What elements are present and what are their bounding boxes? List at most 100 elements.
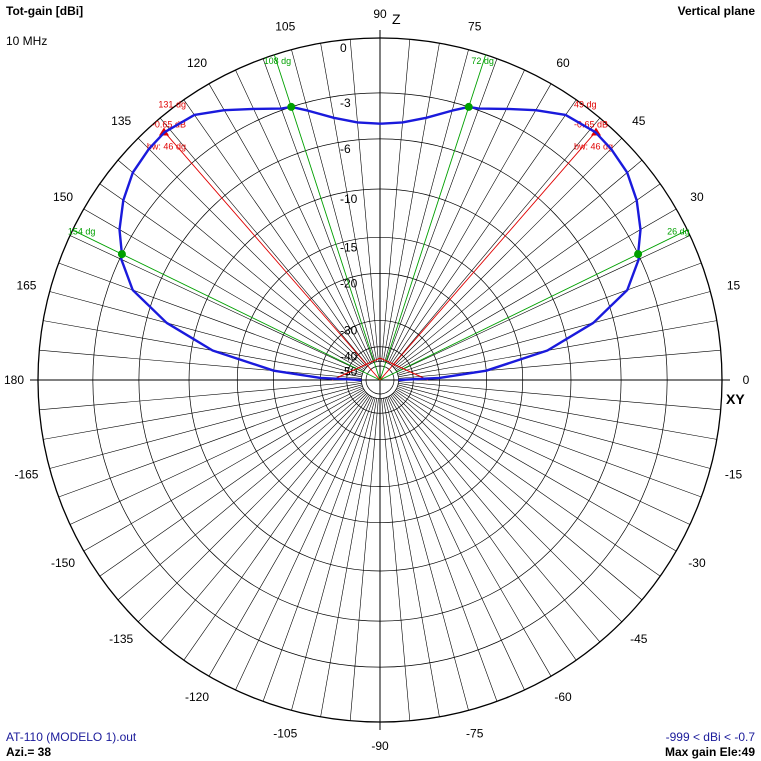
radial-spoke (137, 137, 368, 368)
half-power-label: 108 dg (264, 56, 292, 66)
azimuth-label: Azi.= 38 (6, 745, 52, 759)
radial-spoke (99, 390, 365, 577)
lobe-direction-label: 49 dg (574, 99, 597, 109)
angle-tick-label: 45 (632, 114, 646, 128)
lobe-gain-label: -0.65 dB (152, 119, 186, 129)
max-gain-label: Max gain Ele:49 (664, 745, 755, 759)
radial-spoke (208, 395, 371, 677)
radial-spoke (349, 398, 379, 721)
gain-ring-label: -15 (340, 240, 358, 254)
radial-spoke (262, 58, 374, 363)
radial-spoke (398, 320, 717, 378)
beam-triangle (331, 357, 429, 381)
gain-ring-label: -40 (340, 350, 358, 364)
angle-tick-label: 150 (53, 190, 73, 204)
radial-spoke (183, 395, 370, 661)
gain-range: -999 < dBi < -0.7 (665, 730, 755, 744)
z-axis-label: Z (392, 11, 401, 27)
radial-spoke (397, 262, 702, 374)
radial-spoke (386, 58, 498, 363)
angle-tick-label: 135 (111, 114, 131, 128)
radial-spoke (398, 382, 717, 440)
radial-spoke (262, 397, 374, 702)
radial-spoke (397, 291, 711, 376)
xy-axis-label: XY (726, 391, 745, 407)
radial-spoke (349, 39, 379, 362)
gain-ring-label: -30 (340, 323, 358, 337)
radial-spoke (69, 387, 364, 525)
radial-spoke (69, 235, 364, 373)
radial-spoke (137, 392, 368, 623)
half-power-point (634, 250, 643, 259)
radial-spoke (208, 83, 371, 365)
radial-spoke (183, 99, 370, 365)
frequency-label: 10 MHz (6, 34, 48, 48)
radial-spoke (159, 394, 369, 643)
radial-spoke (320, 398, 378, 717)
radial-spoke (39, 349, 362, 379)
half-power-point (287, 102, 296, 111)
file-name: AT-110 (MODELO 1).out (6, 730, 137, 744)
angle-tick-label: 90 (373, 7, 387, 21)
angle-tick-label: -165 (14, 468, 38, 482)
radial-spoke (117, 391, 366, 601)
radial-spoke (320, 43, 378, 362)
lobe-markers: 26 dg 72 dg 108 dg 154 dg 49 dg -0.65 dB bw: 4… (68, 54, 690, 381)
radial-spoke (117, 159, 366, 369)
angle-tick-label: 165 (16, 278, 36, 292)
radial-spoke (384, 397, 469, 711)
radial-spoke (395, 389, 677, 552)
pattern-points (117, 102, 643, 259)
radial-spoke (382, 398, 440, 717)
plane-label: Vertical plane (677, 4, 755, 18)
radial-spoke (398, 349, 721, 379)
radial-spoke (235, 396, 373, 691)
radial-spoke (398, 381, 721, 411)
gain-ring-label: -50 (340, 364, 358, 378)
radial-spoke (83, 208, 365, 371)
half-power-point (117, 250, 126, 259)
radial-spoke (394, 159, 643, 369)
radial-spoke (390, 99, 577, 365)
radial-spoke (397, 384, 711, 469)
radial-spoke (392, 392, 623, 623)
radial-spoke (395, 183, 661, 370)
radial-spoke (395, 390, 661, 577)
angle-tick-label: 30 (690, 190, 704, 204)
lobe-beamwidth-label: bw: 46 dg (574, 141, 613, 151)
gain-ring-label: -6 (340, 142, 351, 156)
angle-tick-label: -15 (725, 468, 743, 482)
lobe-gain-label: -0.65 dB (574, 119, 608, 129)
angle-tick-label: -150 (51, 556, 75, 570)
angle-tick-label: 60 (556, 56, 570, 70)
radial-spoke (49, 291, 363, 376)
radial-spoke (43, 382, 362, 440)
radial-spoke (386, 397, 498, 702)
gain-ring-labels: 0-3-6-10-15-20-30-40-50 (340, 41, 358, 378)
radial-spoke (397, 386, 702, 498)
angle-tick-label: -60 (554, 690, 572, 704)
radial-spoke (391, 394, 601, 643)
half-power-label: 72 dg (471, 56, 494, 66)
angle-tick-label: -45 (630, 632, 648, 646)
radial-spoke (395, 208, 677, 371)
radial-spoke (381, 39, 411, 362)
angle-tick-label: 15 (727, 278, 741, 292)
radial-spoke (394, 391, 643, 601)
half-power-label: 26 dg (667, 226, 690, 236)
angle-tick-label: -75 (466, 727, 484, 741)
gain-ring-label: -3 (340, 96, 351, 110)
radial-spoke (235, 69, 373, 364)
radial-spoke (396, 235, 691, 373)
half-power-point (464, 102, 473, 111)
radial-spoke (49, 384, 363, 469)
radial-spoke (392, 137, 623, 368)
angle-tick-label: -90 (371, 739, 389, 753)
radial-spoke (381, 398, 411, 721)
chart-title: Tot-gain [dBi] (6, 4, 84, 18)
half-power-label: 154 dg (68, 226, 96, 236)
radial-spoke (291, 49, 376, 363)
gain-ring-label: -10 (340, 192, 358, 206)
angle-tick-labels: 0153045607590105120135150165180-165-150-… (4, 7, 750, 753)
